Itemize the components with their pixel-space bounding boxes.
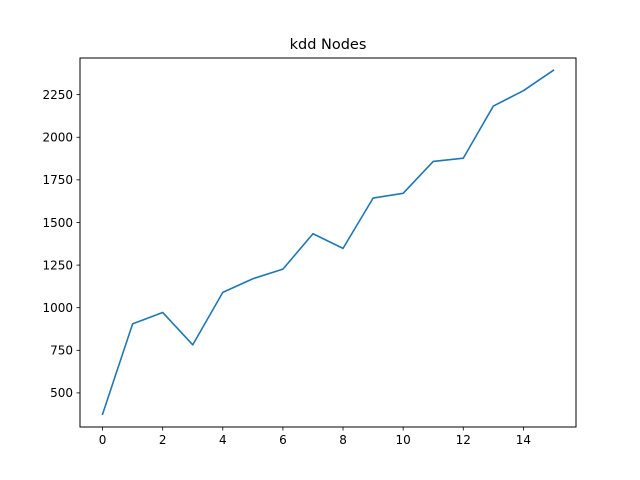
series-line (101, 69, 555, 416)
x-tick-label: 2 (159, 433, 167, 447)
y-tick-label: 1750 (42, 173, 73, 187)
series-layer (101, 69, 555, 416)
x-tick-label: 12 (456, 433, 471, 447)
x-tick-label: 4 (219, 433, 227, 447)
y-tick-label: 1500 (42, 216, 73, 230)
x-tick-label: 14 (516, 433, 531, 447)
y-tick-label: 2250 (42, 88, 73, 102)
plot-frame (79, 57, 577, 428)
y-tick-label: 750 (50, 344, 73, 358)
x-tick-label: 8 (339, 433, 347, 447)
x-axis-ticks: 0 2 4 6 8 10 12 14 (99, 427, 531, 447)
y-tick-label: 1000 (42, 301, 73, 315)
y-tick-label: 2000 (42, 131, 73, 145)
x-tick-label: 0 (99, 433, 107, 447)
y-axis-ticks: 500 750 1000 1250 1500 1750 2000 2250 (42, 88, 80, 400)
y-tick-label: 1250 (42, 258, 73, 272)
chart-title: kdd Nodes (290, 37, 367, 53)
y-tick-label: 500 (50, 386, 73, 400)
x-tick-label: 6 (279, 433, 287, 447)
x-tick-label: 10 (396, 433, 411, 447)
